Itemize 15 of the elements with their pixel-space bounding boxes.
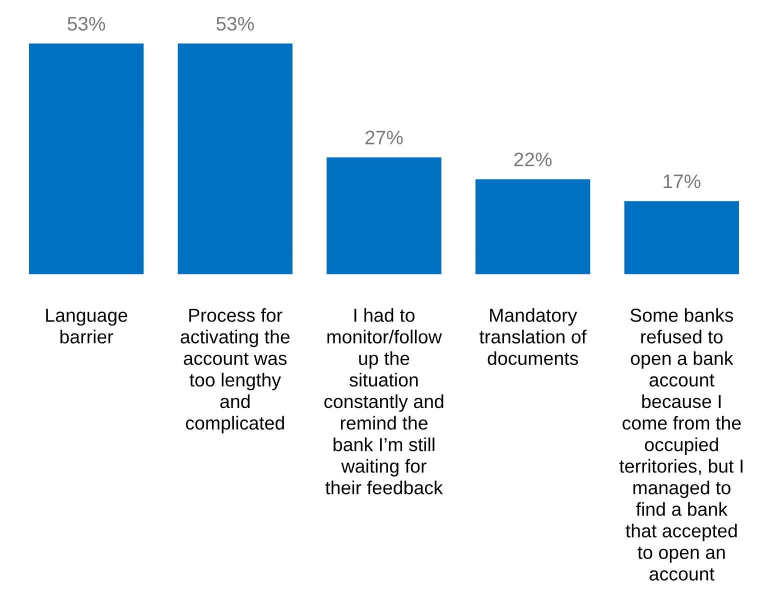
category-label: Some banks refused to open a bank account because I come from the occupied territories, but I managed to find a bank that accepted to open an account [619,308,742,581]
x-tick-label: Language barrier [46,308,128,344]
bar [474,178,592,275]
data-label: 27% [366,130,403,144]
bar [176,42,294,275]
bar [622,200,740,275]
x-tick-label: Process for activating the account was too lengthy and complicated [180,308,290,434]
data-label: 53% [216,16,254,31]
bar [325,156,443,275]
x-tick-label: Mandatory translation of documents [479,308,587,366]
bar [28,42,146,275]
data-label: 17% [664,174,700,188]
data-label: 22% [514,152,552,166]
category-label: I had to monitor/follow up the situation constantly and remind the bank I’m still waiting for their feedback [324,308,444,494]
data-label: 53% [68,16,106,31]
